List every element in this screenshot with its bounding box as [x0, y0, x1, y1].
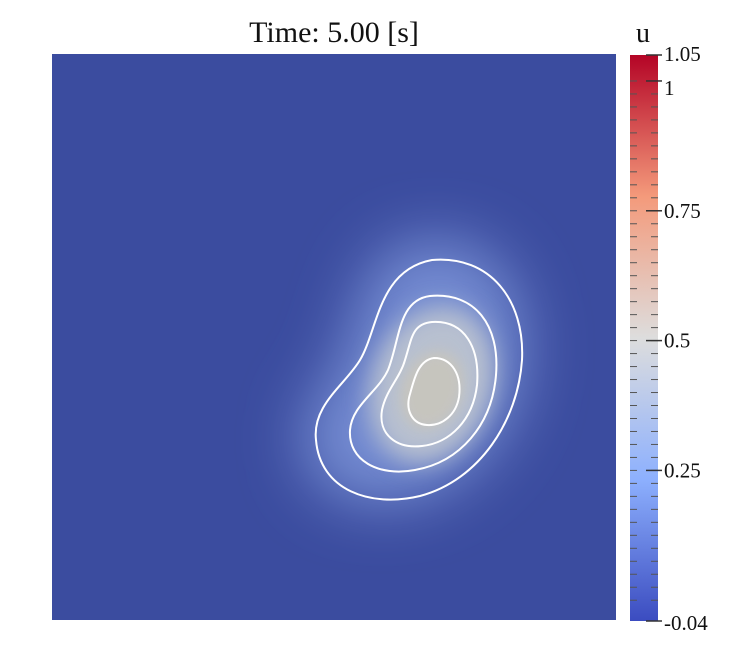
field-peak [400, 351, 464, 429]
colorbar-tick-label: -0.04 [664, 611, 708, 635]
plot-area [52, 54, 616, 620]
field-background [52, 54, 616, 620]
colorbar-major-ticks: 1.05 1 0.75 0.5 0.25 -0.04 [646, 42, 708, 635]
colorbar-minor-ticks [630, 80, 658, 601]
colorbar-tick-label: 0.75 [664, 199, 701, 223]
colorbar-title: u [636, 18, 650, 49]
colorbar-tick-label: 0.5 [664, 329, 690, 353]
chart-title: Time: 5.00 [s] [249, 16, 419, 49]
contour-line [348, 294, 498, 473]
colorbar-tick-label: 1 [664, 76, 675, 100]
colorbar: u 1.05 1 0.75 0.5 0.25 -0.04 [630, 18, 708, 635]
contour-lines [314, 258, 524, 501]
contour-line [407, 356, 461, 427]
colorbar-tick-label: 1.05 [664, 42, 701, 66]
contour-line [314, 258, 524, 501]
contour-line [380, 320, 479, 448]
colorbar-tick-label: 0.25 [664, 458, 701, 482]
colorbar-gradient [630, 55, 658, 621]
